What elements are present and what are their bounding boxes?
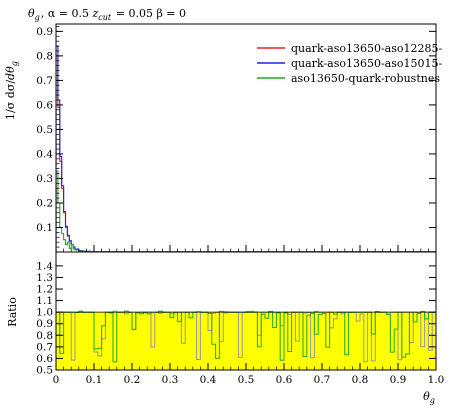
ratio-tick-label: 0.6 <box>36 353 53 365</box>
ratio-tick-label: 1.4 <box>36 260 53 272</box>
ratio-tick-label: 1.2 <box>36 284 53 296</box>
series-line-1 <box>56 55 436 252</box>
y-tick-label: 0.9 <box>36 26 53 38</box>
ratio-tick-label: 1.3 <box>36 272 53 284</box>
x-tick-label: 0.3 <box>162 374 179 386</box>
ratio-tick-label: 0.9 <box>36 318 53 330</box>
main-panel: 0.1 0.2 0.3 0.4 0.5 0.6 0.7 0.8 0.9 <box>36 23 437 253</box>
y-tick-label: 0.4 <box>36 148 53 160</box>
ratio-tick-label: 1.1 <box>36 295 53 307</box>
x-tick-label: 0.8 <box>352 374 369 386</box>
ratio-tick-label: 0.7 <box>36 341 53 353</box>
ratio-axis-label: Ratio <box>6 297 19 327</box>
ratio-tick-label: 0.5 <box>36 365 53 377</box>
ratio-panel: 0.50.60.70.80.91.01.11.21.31.40 0.1 0.2 0.3… <box>36 251 445 386</box>
x-tick-label: 0.5 <box>238 374 255 386</box>
y-tick-label: 0.7 <box>36 75 53 87</box>
y-tick-label: 0.5 <box>36 124 53 136</box>
x-tick-label: 0.2 <box>124 374 141 386</box>
x-axis-label: θg <box>423 390 436 405</box>
x-tick-label: 0.1 <box>86 374 103 386</box>
legend-label-2: quark-aso13650-aso15015- <box>291 57 442 70</box>
x-tick-label: 0.9 <box>390 374 407 386</box>
y-tick-label: 0.6 <box>36 99 53 111</box>
ratio-curve-ref <box>56 310 436 362</box>
ratio-band <box>56 312 436 370</box>
x-tick-label: 0.6 <box>276 374 293 386</box>
ratio-tick-label: 0.8 <box>36 330 53 342</box>
y-axis-label: 1/σ dσ/dθg <box>4 60 19 120</box>
chart-title: θg , α = 0.5 zcut = 0.05 β = 0 <box>28 7 186 22</box>
legend: quark-aso13650-aso12285- quark-aso13650-a… <box>257 42 442 85</box>
ratio-tick-label: 1.0 <box>36 307 53 319</box>
x-tick-label: 0 <box>53 374 60 386</box>
y-tick-label: 0.2 <box>36 197 53 209</box>
y-tick-label: 0.8 <box>36 50 53 62</box>
x-tick-label: 1.0 <box>428 374 445 386</box>
y-tick-label: 0.3 <box>36 173 53 185</box>
y-tick-label: 0.1 <box>36 222 53 234</box>
x-tick-label: 0.7 <box>314 374 331 386</box>
legend-label-1: quark-aso13650-aso12285- <box>291 42 442 55</box>
x-tick-label: 0.4 <box>200 374 217 386</box>
series-line-3 <box>56 170 436 252</box>
legend-label-3: aso13650-quark-robustnes <box>291 72 440 85</box>
